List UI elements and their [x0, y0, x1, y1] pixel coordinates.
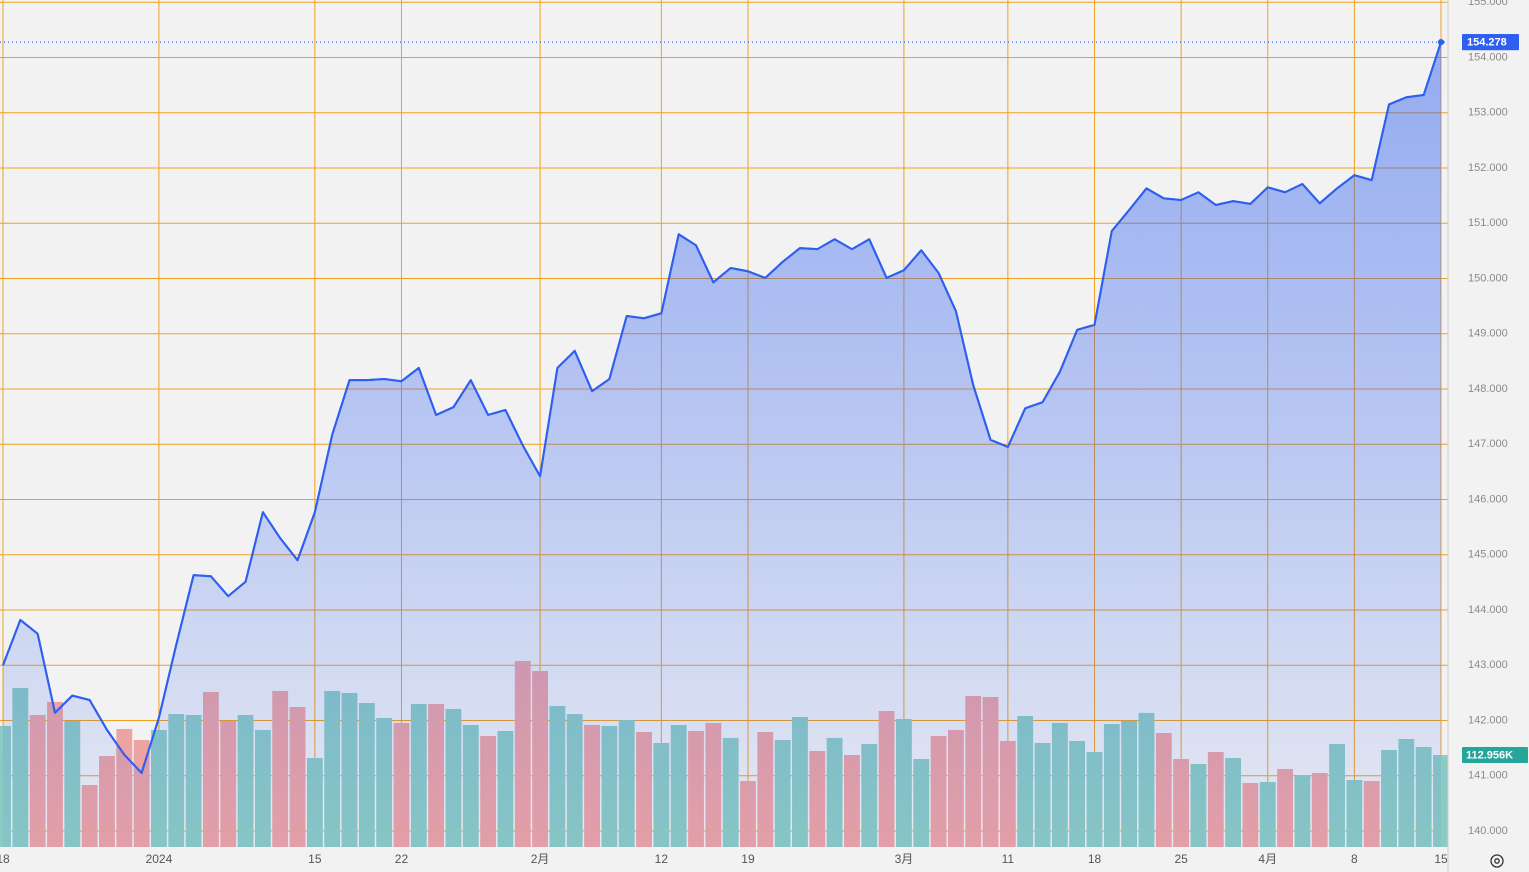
- y-tick-label: 142.000: [1468, 714, 1508, 726]
- settings-icon[interactable]: [1490, 854, 1504, 868]
- y-tick-label: 150.000: [1468, 272, 1508, 284]
- y-tick-label: 154.000: [1468, 51, 1508, 63]
- x-tick-label: 4月: [1258, 852, 1277, 866]
- x-tick-label: 8: [1351, 852, 1358, 866]
- x-tick-label: 18: [1088, 852, 1102, 866]
- x-tick-label: 15: [308, 852, 322, 866]
- x-tick-label: 15: [1434, 852, 1448, 866]
- price-area: [3, 42, 1441, 847]
- x-tick-label: 2月: [531, 852, 550, 866]
- x-tick-label: 3月: [895, 852, 914, 866]
- y-tick-label: 146.000: [1468, 493, 1508, 505]
- y-tick-label: 143.000: [1468, 659, 1508, 671]
- price-line: [2, 41, 1442, 774]
- y-tick-label: 140.000: [1468, 825, 1508, 837]
- value-label-box: [1462, 747, 1528, 764]
- y-tick-label: 148.000: [1468, 383, 1508, 395]
- x-tick-label: 11: [1002, 852, 1015, 866]
- last-price-label: 154.278: [1467, 37, 1507, 49]
- x-tick-label: 2024: [146, 852, 173, 866]
- y-tick-label: 152.000: [1468, 162, 1508, 174]
- y-tick-label: 145.000: [1468, 549, 1508, 561]
- x-tick-label: 18: [0, 852, 10, 866]
- y-tick-label: 155.000: [1468, 0, 1508, 8]
- price-line: [0, 39, 1448, 847]
- x-tick-label: 25: [1174, 852, 1188, 866]
- y-tick-label: 141.000: [1468, 770, 1508, 782]
- x-tick-label: 19: [741, 852, 755, 866]
- y-tick-label: 149.000: [1468, 328, 1508, 340]
- y-tick-label: 147.000: [1468, 438, 1508, 450]
- y-tick-label: 151.000: [1468, 217, 1508, 229]
- last-price-box: [1462, 34, 1519, 51]
- y-tick-label: 153.000: [1468, 107, 1508, 119]
- x-tick-label: 22: [395, 852, 409, 866]
- x-tick-label: 12: [655, 852, 669, 866]
- last-point: [1438, 39, 1444, 46]
- y-tick-label: 144.000: [1468, 604, 1508, 616]
- value-label: 112.956K: [1466, 749, 1513, 761]
